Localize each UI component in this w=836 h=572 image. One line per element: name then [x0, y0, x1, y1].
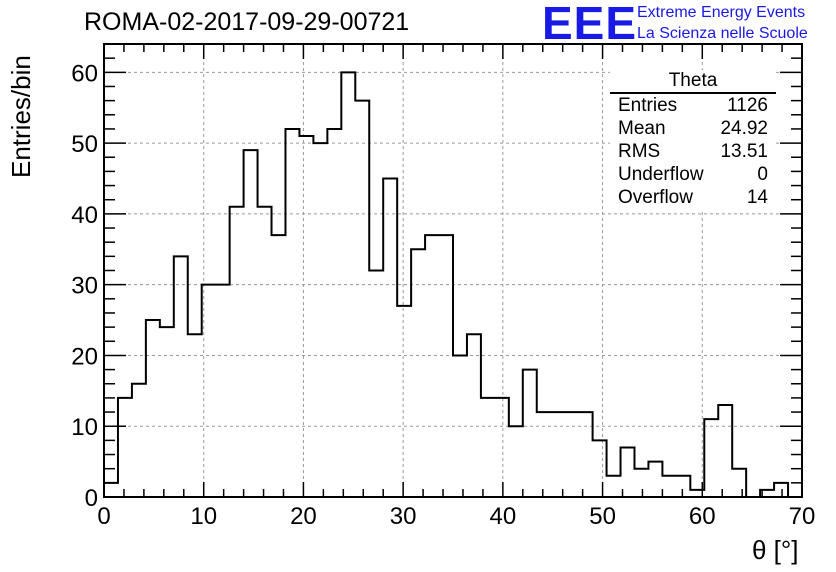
eee-logo: EEE	[542, 0, 638, 49]
histogram-bin	[662, 476, 676, 497]
histogram-bin	[593, 440, 607, 497]
x-tick-label: 40	[490, 503, 517, 530]
x-tick-label: 50	[589, 503, 616, 530]
histogram-bin	[369, 271, 383, 498]
histogram-bin	[146, 320, 160, 497]
histogram-bin	[244, 150, 258, 497]
stats-label: RMS	[618, 141, 661, 162]
histogram-bin	[495, 398, 509, 497]
histogram-bin	[732, 469, 746, 497]
stats-label: Mean	[618, 118, 666, 139]
histogram-bin	[285, 129, 299, 497]
histogram-bin	[704, 419, 718, 497]
histogram-bin	[565, 412, 579, 497]
histogram-bin	[718, 405, 732, 497]
histogram-bin	[439, 235, 453, 497]
histogram-bin	[188, 334, 202, 497]
plot-frame	[103, 43, 803, 498]
logo-line-2: La Scienza nelle Scuole	[637, 25, 808, 42]
stats-label: Underflow	[618, 164, 704, 185]
histogram-bin	[607, 476, 621, 497]
x-tick-label: 10	[190, 503, 217, 530]
x-tick-label: 20	[290, 503, 317, 530]
histogram-bin	[272, 235, 286, 497]
histogram-bin	[341, 72, 355, 497]
histogram-bin	[648, 462, 662, 497]
histogram-series	[104, 71, 802, 498]
y-tick-label: 0	[85, 485, 98, 512]
histogram-bin	[676, 476, 690, 497]
stats-row-overflow: Overflow 14	[610, 186, 776, 209]
histogram-bin	[690, 490, 704, 497]
histogram-bin	[634, 469, 648, 497]
y-tick-label: 30	[71, 273, 98, 300]
histogram-bin	[174, 256, 188, 497]
histogram-bin	[425, 235, 439, 497]
stats-row-mean: Mean 24.92	[610, 117, 776, 140]
histogram-bin	[621, 447, 635, 497]
histogram-bin	[104, 483, 118, 497]
stats-row-rms: RMS 13.51	[610, 140, 776, 163]
tick-labels: 0 10 20 30 40 50 60 70 0 10 20 30 40 50 60	[71, 60, 815, 530]
histogram-bin	[537, 412, 551, 497]
histogram-bin	[299, 136, 313, 497]
y-axis-label: Entries/bin	[6, 55, 36, 178]
histogram-bin	[453, 355, 467, 497]
histogram-bin	[481, 398, 495, 497]
histogram-bin	[132, 384, 146, 497]
histogram-bin	[523, 370, 537, 497]
histogram-bin	[760, 490, 774, 497]
stats-value: 0	[757, 164, 768, 185]
histogram-bin	[355, 101, 369, 497]
stats-row-underflow: Underflow 0	[610, 163, 776, 186]
histogram-bin	[551, 412, 565, 497]
stats-value: 14	[746, 187, 768, 208]
histogram-step-line	[104, 71, 802, 498]
histogram-bin	[160, 327, 174, 497]
histogram-bin	[383, 178, 397, 497]
chart-title: ROMA-02-2017-09-29-00721	[84, 8, 410, 36]
y-tick-label: 40	[71, 202, 98, 229]
y-tick-label: 20	[71, 343, 98, 370]
histogram-bin	[467, 334, 481, 497]
histogram-bin	[216, 285, 230, 497]
histogram-bin	[327, 129, 341, 497]
y-tick-label: 10	[71, 414, 98, 441]
histogram-bin	[118, 398, 132, 497]
stats-label: Overflow	[618, 187, 693, 208]
y-tick-label: 60	[71, 60, 98, 87]
x-tick-label: 0	[97, 503, 110, 530]
histogram-bin	[230, 207, 244, 497]
histogram-bin	[509, 426, 523, 497]
histogram-bin	[202, 285, 216, 497]
x-tick-label: 70	[789, 503, 816, 530]
logo-line-1: Extreme Energy Events	[637, 4, 806, 21]
stats-box: Theta Entries 1126 Mean 24.92 RMS 13.51 …	[610, 70, 776, 209]
x-tick-label: 60	[689, 503, 716, 530]
x-axis-label: θ [°]	[752, 535, 799, 565]
histogram-bin	[397, 306, 411, 497]
histogram-bin	[411, 249, 425, 497]
stats-value: 1126	[727, 95, 768, 116]
stats-value: 13.51	[720, 141, 768, 162]
x-tick-label: 30	[390, 503, 417, 530]
histogram-bin	[774, 483, 788, 497]
stats-title: Theta	[610, 70, 776, 94]
stats-label: Entries	[618, 95, 678, 116]
stats-row-entries: Entries 1126	[610, 94, 776, 117]
stats-value: 24.92	[720, 118, 768, 139]
histogram-bin	[258, 207, 272, 497]
histogram-bin	[579, 412, 593, 497]
y-tick-label: 50	[71, 131, 98, 158]
histogram-bin	[313, 143, 327, 497]
